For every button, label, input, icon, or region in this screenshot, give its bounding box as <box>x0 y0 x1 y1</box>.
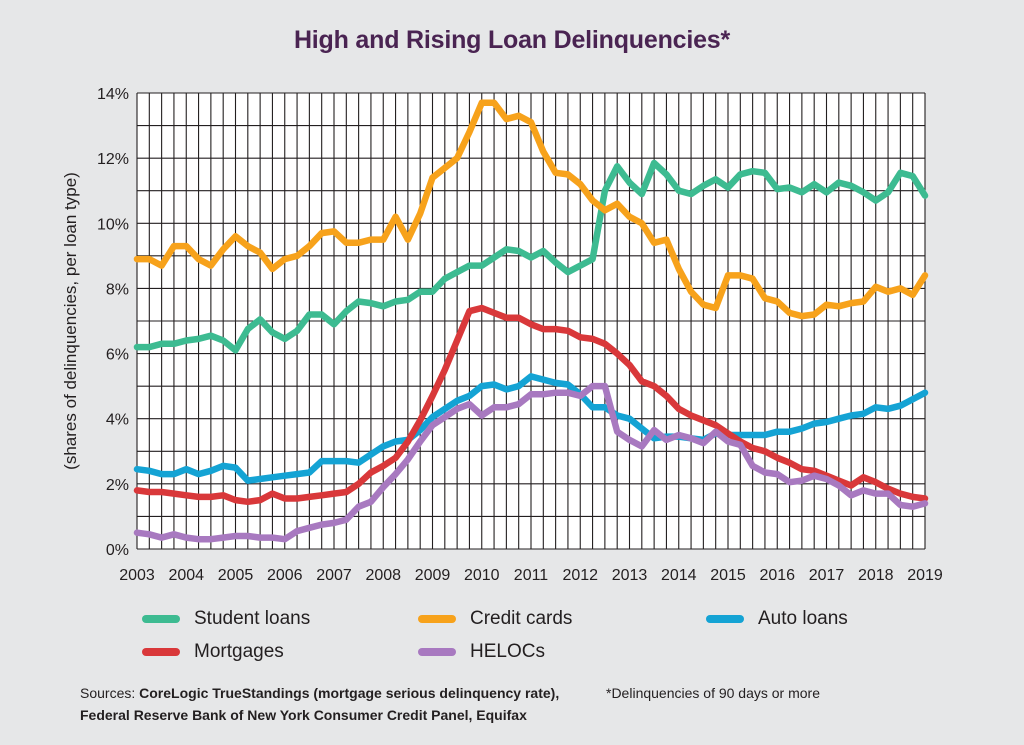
series-lines <box>133 99 929 543</box>
y-tick-label: 8% <box>106 281 129 298</box>
x-tick-label: 2014 <box>661 567 697 584</box>
series-line-helocs <box>133 382 929 543</box>
grid-lines <box>136 92 926 550</box>
y-axis-label: (shares of delinquencies, per loan type) <box>61 172 80 470</box>
sources-line-2: Federal Reserve Bank of New York Consume… <box>80 707 527 723</box>
series-line-mortgages <box>133 304 929 506</box>
y-tick-label: 14% <box>97 86 129 103</box>
sources-line-1: CoreLogic TrueStandings (mortgage seriou… <box>139 685 560 701</box>
x-tick-label: 2011 <box>514 567 549 584</box>
x-tick-label: 2019 <box>907 567 943 584</box>
x-tick-label: 2006 <box>267 567 303 584</box>
x-tick-label: 2003 <box>119 567 155 584</box>
x-tick-label: 2013 <box>612 567 648 584</box>
x-tick-label: 2009 <box>415 567 451 584</box>
x-tick-label: 2017 <box>809 567 845 584</box>
x-tick-label: 2016 <box>759 567 795 584</box>
series-line-credit-cards <box>133 99 929 320</box>
y-tick-label: 6% <box>106 347 129 364</box>
y-tick-label: 10% <box>97 216 129 233</box>
y-tick-label: 12% <box>97 151 129 168</box>
y-tick-label: 4% <box>106 412 129 429</box>
axes: 2003 2004 2005 2006 2007 2008 2009 2010 2011 2012… <box>97 86 943 584</box>
x-tick-label: 2008 <box>365 567 401 584</box>
x-tick-label: 2015 <box>710 567 746 584</box>
series-line-auto-loans <box>133 373 929 484</box>
x-tick-label: 2018 <box>858 567 894 584</box>
sources-note: Sources: CoreLogic TrueStandings (mortga… <box>80 682 600 726</box>
x-tick-label: 2004 <box>168 567 204 584</box>
chart-title: High and Rising Loan Delinquencies* <box>293 26 731 54</box>
x-tick-label: 2012 <box>562 567 598 584</box>
x-tick-label: 2005 <box>218 567 254 584</box>
footnote: *Delinquencies of 90 days or more <box>606 685 821 701</box>
sources-lead: Sources: <box>80 685 136 701</box>
x-tick-label: 2007 <box>316 567 352 584</box>
series-line-student-loans <box>133 159 929 354</box>
y-tick-label: 0% <box>106 542 129 559</box>
y-tick-label: 2% <box>106 477 129 494</box>
x-tick-label: 2010 <box>464 567 500 584</box>
